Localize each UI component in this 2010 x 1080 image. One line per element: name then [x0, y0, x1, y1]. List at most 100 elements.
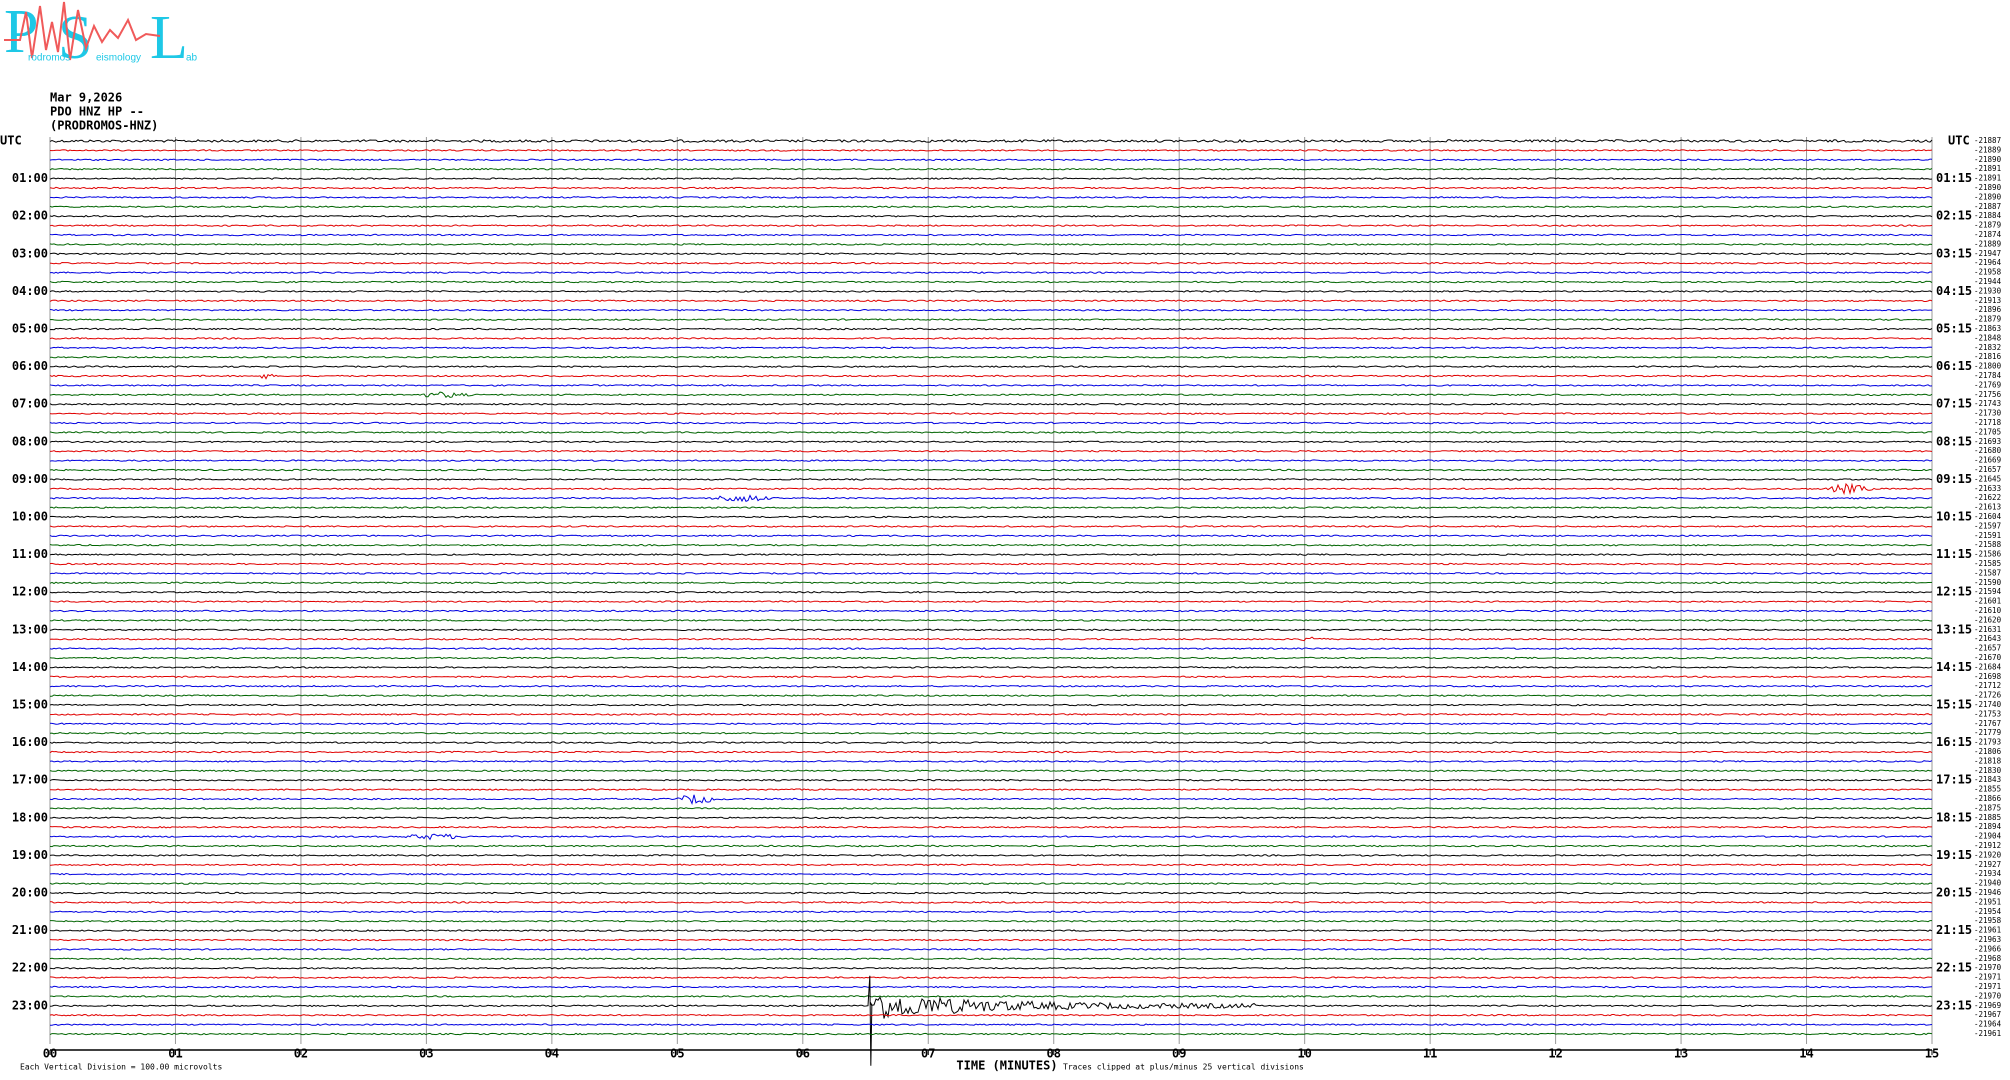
hour-label-right: 21:15: [1936, 923, 1972, 937]
trace-offset: -21693: [1974, 437, 2001, 446]
hour-label-left: 19:00: [12, 848, 48, 862]
trace: [49, 722, 1933, 726]
trace-offset: -21912: [1974, 841, 2001, 850]
trace-offset: -21964: [1974, 258, 2002, 267]
x-tick-label: 13: [1674, 1047, 1688, 1061]
trace-offset: -21585: [1974, 559, 2001, 568]
x-tick-label: 12: [1548, 1047, 1562, 1061]
trace-offset: -21657: [1974, 465, 2001, 474]
station: PDO HNZ HP --: [50, 105, 144, 119]
x-tick-label: 14: [1799, 1047, 1813, 1061]
hour-label-left: 08:00: [12, 434, 48, 448]
trace: [49, 158, 1933, 162]
trace: [49, 647, 1933, 650]
trace: [49, 778, 1933, 782]
trace-offset: -21940: [1974, 879, 2002, 888]
hour-label-left: 07:00: [12, 397, 48, 411]
x-tick-label: 05: [670, 1047, 684, 1061]
trace-offset: -21645: [1974, 474, 2001, 483]
trace-offset: -21610: [1974, 606, 2002, 615]
trace: [49, 233, 1933, 237]
trace: [50, 901, 1933, 904]
trace: [49, 365, 1933, 368]
x-tick-label: 02: [294, 1047, 308, 1061]
trace-offset: -21963: [1974, 935, 2001, 944]
trace: [49, 196, 1933, 199]
trace: [49, 373, 1933, 380]
trace: [49, 966, 1933, 970]
trace-offset: -21891: [1974, 174, 2001, 183]
hour-label-left: 22:00: [12, 961, 48, 975]
trace-offset: -21890: [1974, 192, 2002, 201]
trace-offset: -21964: [1974, 1020, 2002, 1029]
trace: [49, 149, 1933, 152]
trace-offset: -21587: [1974, 568, 2001, 577]
trace-offset: -21843: [1974, 775, 2001, 784]
trace: [49, 543, 1933, 547]
hour-label-right: 12:15: [1936, 585, 1972, 599]
trace-offset: -21590: [1974, 578, 2002, 587]
logo-letter: L: [150, 4, 188, 72]
logo: P S L rodromos eismology ab: [4, 0, 198, 72]
trace: [49, 572, 1933, 575]
x-tick-label: 08: [1047, 1047, 1061, 1061]
trace: [50, 494, 1933, 503]
hour-label-left: 04:00: [12, 284, 48, 298]
trace: [49, 760, 1933, 763]
trace: [49, 581, 1933, 585]
trace-offset: -21887: [1974, 202, 2001, 211]
trace: [49, 769, 1933, 773]
trace: [50, 816, 1933, 820]
trace: [49, 713, 1933, 716]
x-tick-label: 04: [545, 1047, 559, 1061]
trace: [49, 186, 1933, 190]
logo-word: ab: [186, 53, 198, 64]
trace-offset: -21591: [1974, 531, 2001, 540]
trace-offset: -21779: [1974, 728, 2001, 737]
trace-offset: -21884: [1974, 211, 2002, 220]
trace-offset: -21970: [1974, 991, 2002, 1000]
hour-label-left: 12:00: [12, 585, 48, 599]
trace: [49, 1032, 1933, 1036]
trace-offset: -21793: [1974, 738, 2001, 747]
trace: [49, 628, 1933, 632]
trace-offset: -21832: [1974, 343, 2001, 352]
traces: [49, 139, 1933, 1066]
x-tick-label: 06: [796, 1047, 810, 1061]
trace: [49, 205, 1933, 209]
hour-label-left: 02:00: [12, 209, 48, 223]
trace: [49, 421, 1933, 425]
trace-offset: -21730: [1974, 409, 2002, 418]
trace-offset: -21934: [1974, 869, 2002, 878]
trace-offset: -21613: [1974, 503, 2001, 512]
trace: [49, 515, 1932, 519]
trace: [49, 459, 1933, 462]
trace-offset: -21726: [1974, 691, 2002, 700]
hour-label-left: 05:00: [12, 322, 48, 336]
trace: [49, 280, 1933, 284]
trace: [49, 327, 1933, 331]
trace: [49, 139, 1933, 143]
trace-offset: -21930: [1974, 286, 2002, 295]
trace-offset: -21718: [1974, 418, 2002, 427]
trace-offset: -21967: [1974, 1010, 2001, 1019]
trace-offset: -21971: [1974, 982, 2001, 991]
trace: [49, 854, 1933, 857]
hour-label-left: 23:00: [12, 998, 48, 1012]
trace: [49, 750, 1933, 754]
hour-label-right: 03:15: [1936, 246, 1972, 260]
trace: [49, 384, 1933, 387]
trace-offset: -21904: [1974, 832, 2002, 841]
trace: [49, 731, 1933, 735]
trace: [49, 636, 1933, 642]
x-axis-label: TIME (MINUTES): [956, 1059, 1057, 1073]
logo-letter: S: [58, 4, 92, 72]
trace: [49, 656, 1933, 660]
trace-offset: -21622: [1974, 493, 2001, 502]
hour-label-right: 19:15: [1936, 848, 1972, 862]
trace: [49, 482, 1933, 496]
hour-label-left: 20:00: [12, 886, 48, 900]
trace-offset: -21597: [1974, 521, 2001, 530]
trace: [49, 318, 1933, 321]
trace: [49, 684, 1933, 688]
